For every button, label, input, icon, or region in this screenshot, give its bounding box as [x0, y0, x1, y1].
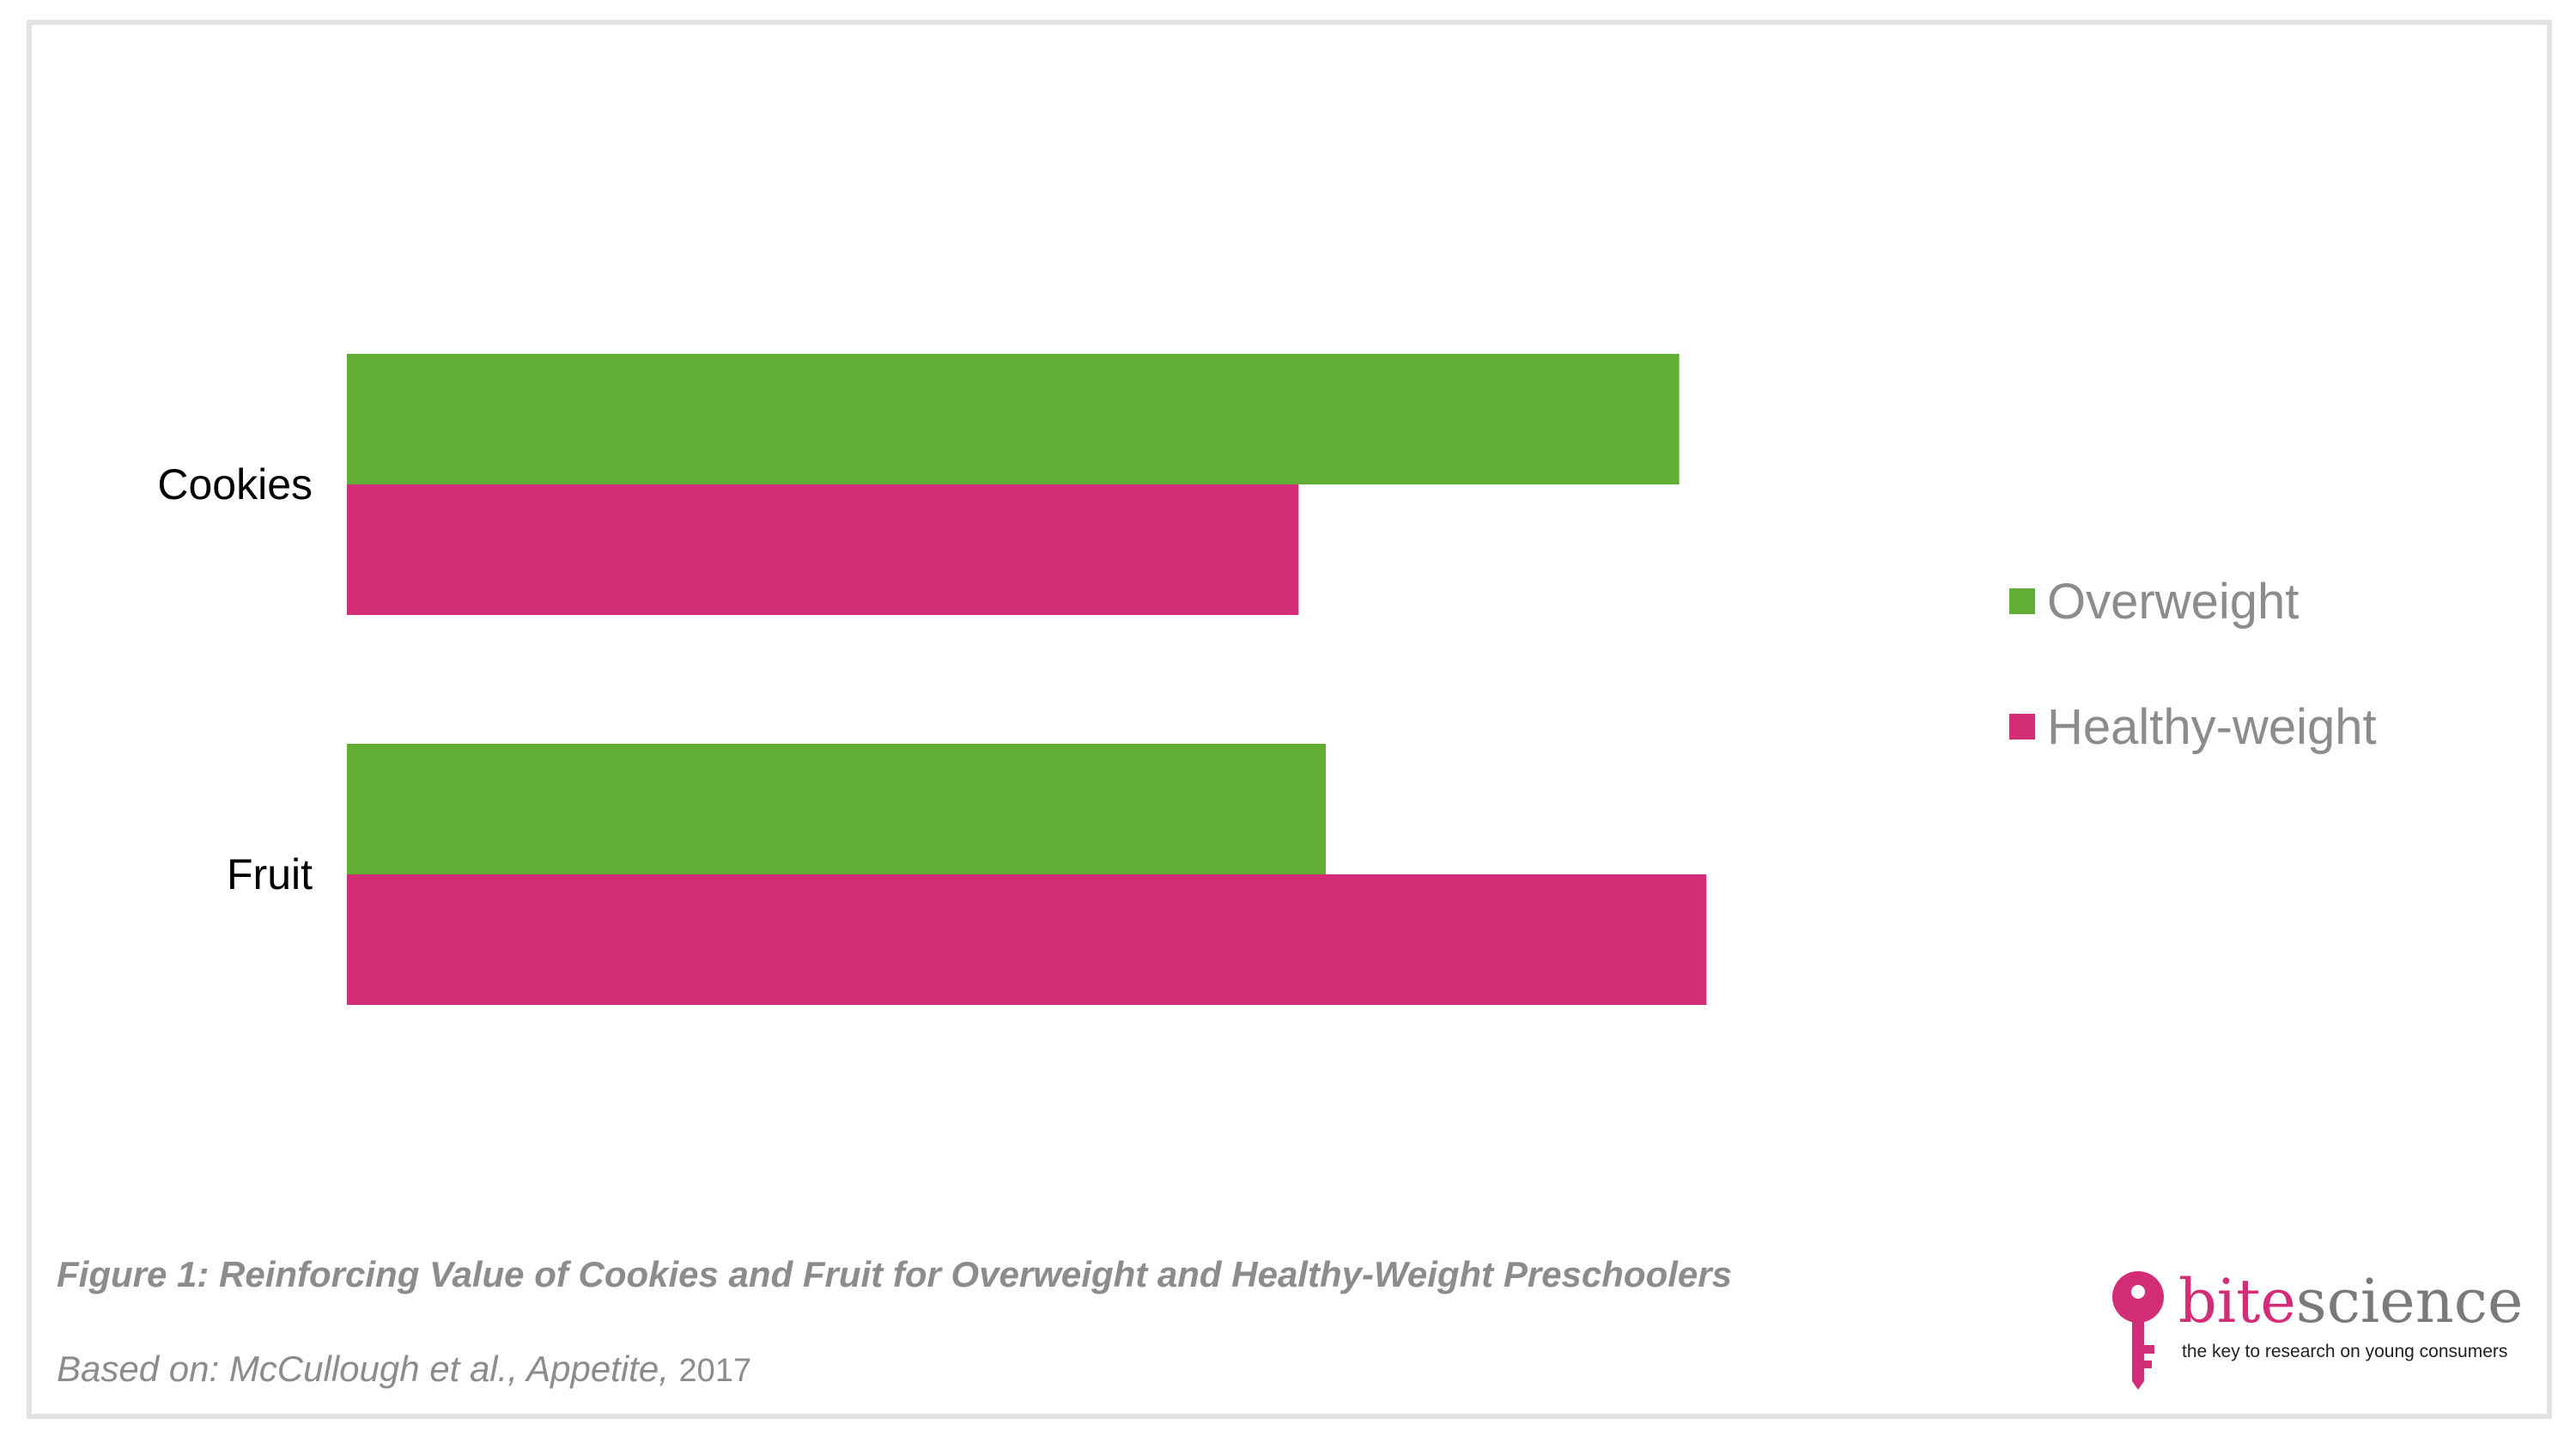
brand-name: bitescience [2178, 1263, 2523, 1340]
brand-name-bite: bite [2178, 1266, 2296, 1336]
key-icon [2112, 1271, 2164, 1390]
bar-fruit-healthy-weight [347, 874, 1707, 1005]
category-label-fruit: Fruit [227, 850, 313, 898]
legend-label-overweight: Overweight [2047, 573, 2300, 630]
bar-fruit-overweight [347, 744, 1326, 874]
legend-swatch-overweight [2009, 588, 2035, 614]
legend-label-healthy-weight: Healthy-weight [2047, 698, 2377, 755]
bar-cookies-overweight [347, 354, 1680, 484]
bitescience-logo: bitescience the key to research on young… [2108, 1263, 2537, 1391]
source-citation: Based on: McCullough et al., Appetite, 2… [57, 1349, 751, 1390]
figure-frame [27, 20, 2552, 1419]
source-prefix: Based on: McCullough et al., Appetite, [57, 1349, 669, 1389]
bar-cookies-healthy-weight [347, 484, 1299, 615]
legend-item-overweight: Overweight [2009, 567, 2377, 636]
category-label-cookies: Cookies [157, 460, 313, 508]
brand-tagline: the key to research on young consumers [2182, 1342, 2508, 1361]
chart-legend: Overweight Healthy-weight [2009, 567, 2377, 818]
source-year: 2017 [678, 1353, 752, 1389]
legend-swatch-healthy-weight [2009, 714, 2035, 740]
figure-caption: Figure 1: Reinforcing Value of Cookies a… [57, 1254, 1732, 1294]
legend-item-healthy-weight: Healthy-weight [2009, 692, 2377, 761]
brand-name-science: science [2295, 1266, 2524, 1336]
